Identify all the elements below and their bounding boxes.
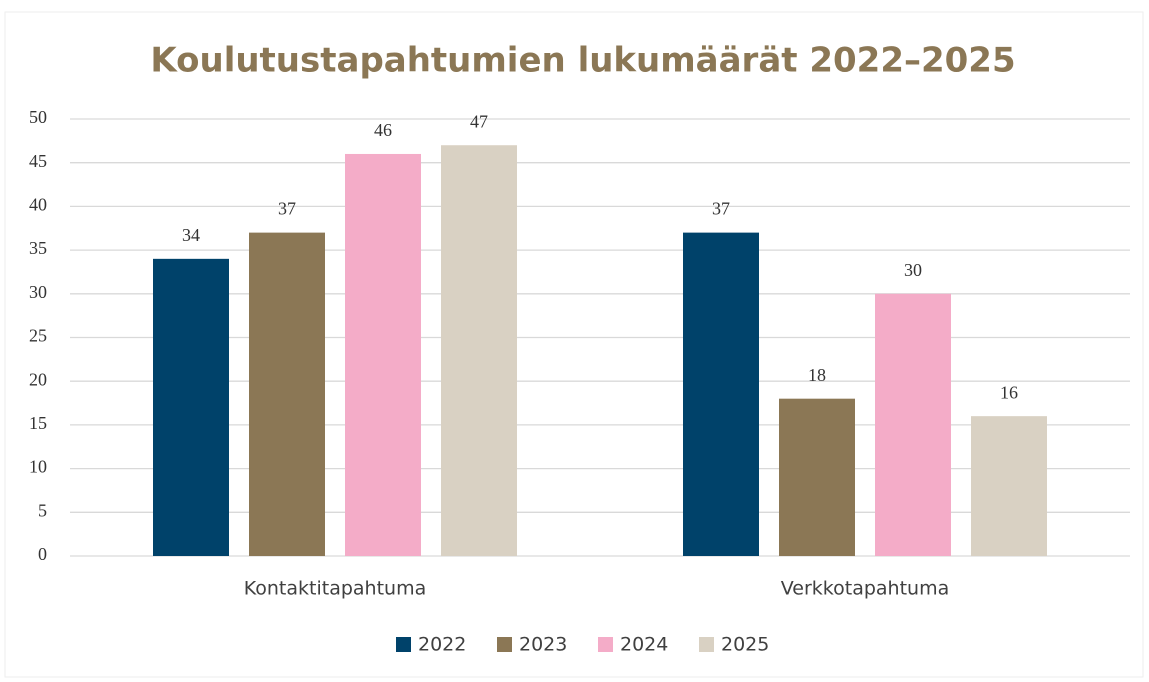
legend-label: 2024 (620, 634, 668, 656)
x-tick-label: Kontaktitapahtuma (244, 578, 427, 600)
y-tick-label: 35 (29, 238, 47, 258)
y-tick-label: 15 (29, 413, 47, 433)
bar (779, 398, 855, 556)
y-tick-label: 30 (29, 282, 47, 302)
y-tick-label: 40 (29, 195, 47, 215)
data-label: 16 (1000, 382, 1018, 402)
chart-title: Koulutustapahtumien lukumäärät 2022–2025 (150, 41, 1015, 81)
data-label: 18 (808, 365, 826, 385)
data-label: 47 (470, 111, 488, 131)
data-label: 34 (182, 225, 200, 245)
y-tick-label: 25 (29, 326, 47, 346)
y-tick-label: 50 (29, 107, 47, 127)
legend-swatch (497, 637, 512, 652)
data-label: 30 (904, 260, 922, 280)
x-tick-label: Verkkotapahtuma (781, 578, 949, 600)
y-tick-label: 0 (38, 544, 47, 564)
bar (345, 153, 421, 556)
bar (153, 258, 229, 556)
bar (875, 293, 951, 556)
bar (441, 145, 517, 556)
y-tick-label: 45 (29, 151, 47, 171)
data-label: 46 (374, 120, 392, 140)
bar (971, 416, 1047, 556)
legend-swatch (598, 637, 613, 652)
legend-label: 2022 (418, 634, 466, 656)
y-tick-label: 20 (29, 369, 47, 389)
data-label: 37 (278, 199, 296, 219)
legend-swatch (396, 637, 411, 652)
data-label: 37 (712, 199, 730, 219)
bar (249, 232, 325, 556)
y-tick-label: 10 (29, 457, 47, 477)
bar (683, 232, 759, 556)
legend-swatch (699, 637, 714, 652)
legend-label: 2023 (519, 634, 567, 656)
y-tick-label: 5 (38, 500, 47, 520)
legend-label: 2025 (721, 634, 769, 656)
